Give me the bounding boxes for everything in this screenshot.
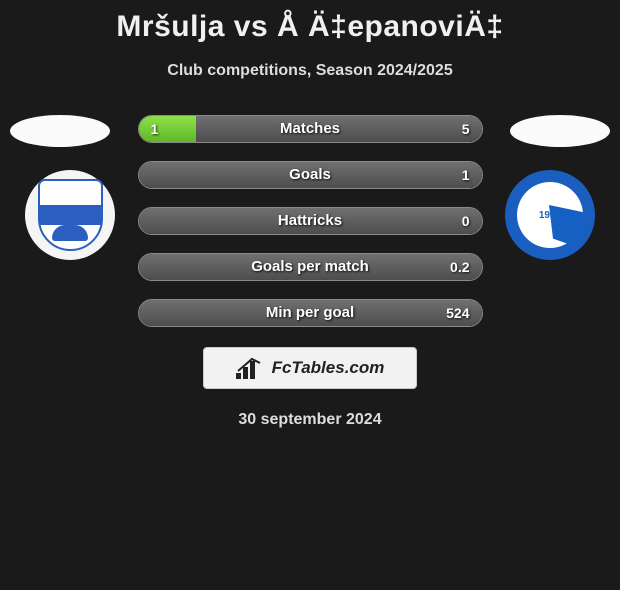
stat-label: Matches [139, 116, 482, 142]
stat-value-right: 0 [462, 208, 470, 234]
stat-row-goals-per-match: Goals per match 0.2 [138, 253, 483, 281]
stat-value-right: 0.2 [450, 254, 469, 280]
club-logo-right-bg: 1922 [505, 170, 595, 260]
stat-label: Hattricks [139, 208, 482, 234]
stat-value-right: 524 [446, 300, 469, 326]
footer-brand-text: FcTables.com [272, 358, 385, 378]
player-left-disc [10, 115, 110, 147]
page-title: Mršulja vs Å Ä‡epanoviÄ‡ [0, 10, 620, 44]
date-label: 30 september 2024 [0, 411, 620, 429]
comparison-area: 1922 1 Matches 5 Goals 1 Hattricks 0 [0, 115, 620, 327]
club-logo-right: 1922 [505, 170, 595, 260]
stat-row-hattricks: Hattricks 0 [138, 207, 483, 235]
club-logo-left-bg [25, 170, 115, 260]
stat-value-right: 1 [462, 162, 470, 188]
stat-row-min-per-goal: Min per goal 524 [138, 299, 483, 327]
stat-label: Goals per match [139, 254, 482, 280]
stats-container: 1 Matches 5 Goals 1 Hattricks 0 Goals pe… [138, 115, 483, 327]
club-logo-left [25, 170, 115, 260]
stat-row-goals: Goals 1 [138, 161, 483, 189]
club-crest-left [38, 179, 103, 251]
fctables-icon [236, 357, 266, 379]
stat-value-right: 5 [462, 116, 470, 142]
stat-row-matches: 1 Matches 5 [138, 115, 483, 143]
club-crest-right: 1922 [517, 182, 583, 248]
subtitle: Club competitions, Season 2024/2025 [0, 62, 620, 80]
player-right-disc [510, 115, 610, 147]
stat-label: Min per goal [139, 300, 482, 326]
stat-label: Goals [139, 162, 482, 188]
footer-brand-badge[interactable]: FcTables.com [203, 347, 417, 389]
